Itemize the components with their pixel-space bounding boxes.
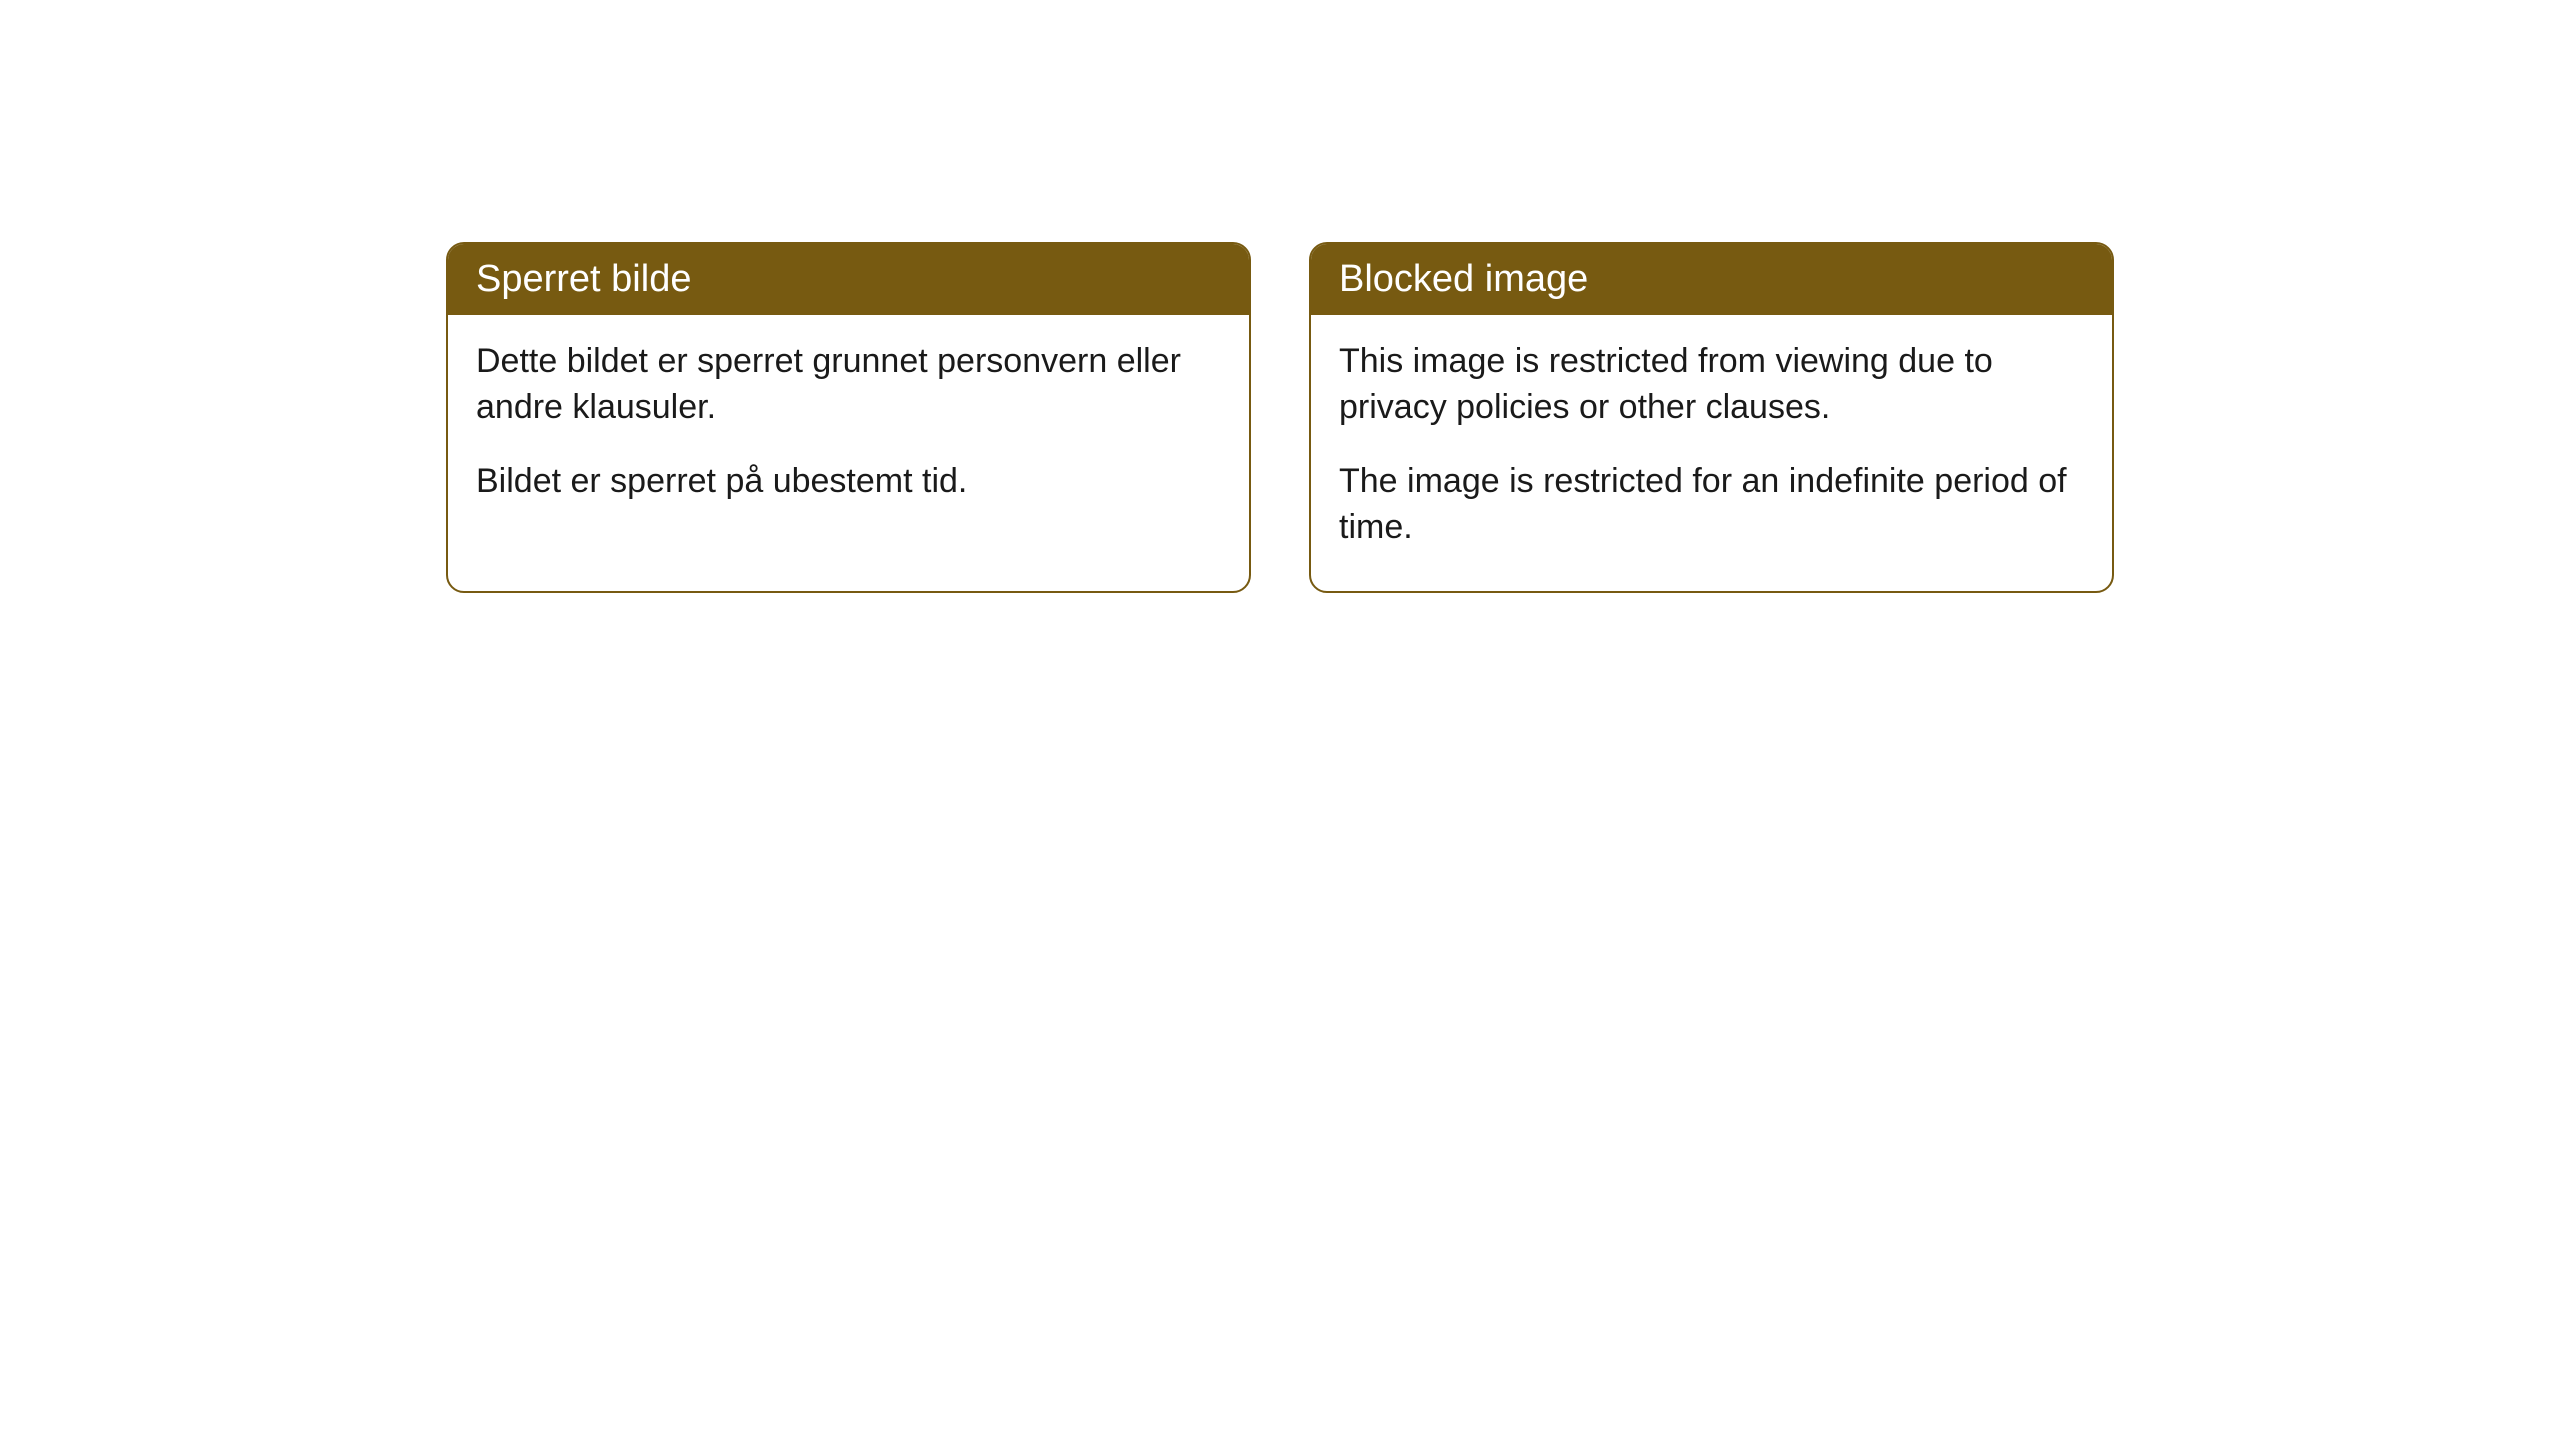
card-paragraph-2-en: The image is restricted for an indefinit… — [1339, 459, 2084, 551]
card-body-no: Dette bildet er sperret grunnet personve… — [448, 315, 1249, 545]
blocked-image-card-en: Blocked image This image is restricted f… — [1309, 242, 2114, 593]
card-paragraph-1-no: Dette bildet er sperret grunnet personve… — [476, 339, 1221, 431]
card-title-no: Sperret bilde — [476, 258, 691, 300]
card-paragraph-2-no: Bildet er sperret på ubestemt tid. — [476, 459, 1221, 505]
card-body-en: This image is restricted from viewing du… — [1311, 315, 2112, 591]
card-header-no: Sperret bilde — [448, 244, 1249, 315]
card-paragraph-1-en: This image is restricted from viewing du… — [1339, 339, 2084, 431]
card-title-en: Blocked image — [1339, 258, 1588, 300]
card-header-en: Blocked image — [1311, 244, 2112, 315]
notice-card-container: Sperret bilde Dette bildet er sperret gr… — [446, 242, 2560, 593]
blocked-image-card-no: Sperret bilde Dette bildet er sperret gr… — [446, 242, 1251, 593]
